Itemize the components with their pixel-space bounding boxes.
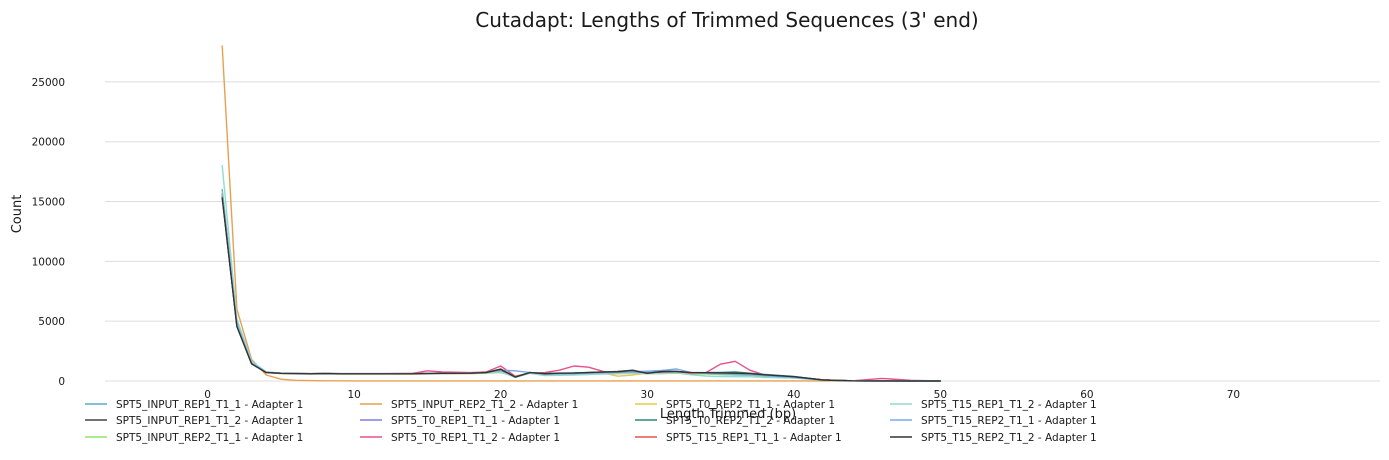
y-tick-label: 0 (58, 376, 65, 388)
series-line-4 (221, 45, 941, 382)
series-line-2 (221, 195, 941, 382)
legend-label: SPT5_T0_REP2_T1_1 - Adapter 1 (666, 399, 835, 411)
y-tick-label: 20000 (32, 137, 65, 149)
y-tick-label: 10000 (32, 256, 65, 268)
legend-label: SPT5_INPUT_REP1_T1_2 - Adapter 1 (116, 415, 303, 427)
legend-label: SPT5_T15_REP1_T1_2 - Adapter 1 (921, 399, 1097, 411)
series-line-9 (221, 194, 941, 382)
series-line-8 (221, 195, 941, 382)
series-line-11 (221, 192, 941, 382)
x-axis-label: Length Trimmed (bp) (660, 407, 796, 422)
legend[interactable]: SPT5_INPUT_REP1_T1_1 - Adapter 1 SPT5_INP… (85, 399, 1097, 444)
legend-item[interactable]: SPT5_T15_REP2_T1_2 - Adapter 1 (890, 432, 1097, 444)
series-line-5 (221, 193, 941, 382)
x-tick-label: 30 (641, 389, 654, 401)
series-line-6 (221, 194, 941, 382)
series-line-3 (221, 191, 941, 382)
gridlines (105, 81, 1380, 382)
legend-item[interactable]: SPT5_INPUT_REP2_T1_1 - Adapter 1 (85, 432, 303, 444)
x-tick-label: 60 (1080, 389, 1093, 401)
legend-item[interactable]: SPT5_T0_REP2_T1_2 - Adapter 1 (635, 415, 835, 427)
legend-label: SPT5_T15_REP2_T1_2 - Adapter 1 (921, 432, 1097, 444)
legend-item[interactable]: SPT5_T15_REP1_T1_1 - Adapter 1 (635, 432, 842, 444)
legend-item[interactable]: SPT5_T0_REP1_T1_2 - Adapter 1 (360, 432, 560, 444)
legend-item[interactable]: SPT5_T0_REP1_T1_1 - Adapter 1 (360, 415, 560, 427)
y-tick-label: 5000 (38, 316, 65, 328)
series-line-7 (221, 192, 941, 382)
y-tick-label: 15000 (32, 197, 65, 209)
legend-label: SPT5_T15_REP1_T1_1 - Adapter 1 (666, 432, 842, 444)
legend-item[interactable]: SPT5_INPUT_REP1_T1_2 - Adapter 1 (85, 415, 303, 427)
x-tick-labels: 0 10 20 30 40 50 60 70 (204, 389, 1240, 401)
legend-label: SPT5_INPUT_REP1_T1_1 - Adapter 1 (116, 399, 303, 411)
x-tick-label: 70 (1227, 389, 1240, 401)
x-tick-label: 20 (494, 389, 507, 401)
legend-item[interactable]: SPT5_T0_REP2_T1_1 - Adapter 1 (635, 399, 835, 411)
legend-label: SPT5_T15_REP2_T1_1 - Adapter 1 (921, 415, 1097, 427)
series-lines (221, 45, 941, 382)
x-tick-label: 50 (934, 389, 947, 401)
chart-title: Cutadapt: Lengths of Trimmed Sequences (… (475, 8, 978, 32)
series-line-12 (221, 197, 941, 382)
x-tick-label: 40 (787, 389, 800, 401)
series-line-1 (221, 188, 941, 382)
legend-item[interactable]: SPT5_T15_REP2_T1_1 - Adapter 1 (890, 415, 1097, 427)
legend-label: SPT5_INPUT_REP2_T1_1 - Adapter 1 (116, 432, 303, 444)
y-tick-label: 25000 (32, 77, 65, 89)
x-tick-label: 10 (347, 389, 360, 401)
legend-label: SPT5_T0_REP1_T1_2 - Adapter 1 (391, 432, 560, 444)
legend-label: SPT5_INPUT_REP2_T1_2 - Adapter 1 (391, 399, 578, 411)
y-tick-labels: 0 5000 10000 15000 20000 25000 (32, 77, 65, 388)
legend-label: SPT5_T0_REP1_T1_1 - Adapter 1 (391, 415, 560, 427)
legend-item[interactable]: SPT5_INPUT_REP2_T1_2 - Adapter 1 (360, 399, 578, 411)
legend-item[interactable]: SPT5_INPUT_REP1_T1_1 - Adapter 1 (85, 399, 303, 411)
legend-label: SPT5_T0_REP2_T1_2 - Adapter 1 (666, 415, 835, 427)
series-line-10 (221, 164, 941, 382)
y-axis-label: Count (10, 195, 25, 234)
x-tick-label: 0 (204, 389, 211, 401)
legend-item[interactable]: SPT5_T15_REP1_T1_2 - Adapter 1 (890, 399, 1097, 411)
